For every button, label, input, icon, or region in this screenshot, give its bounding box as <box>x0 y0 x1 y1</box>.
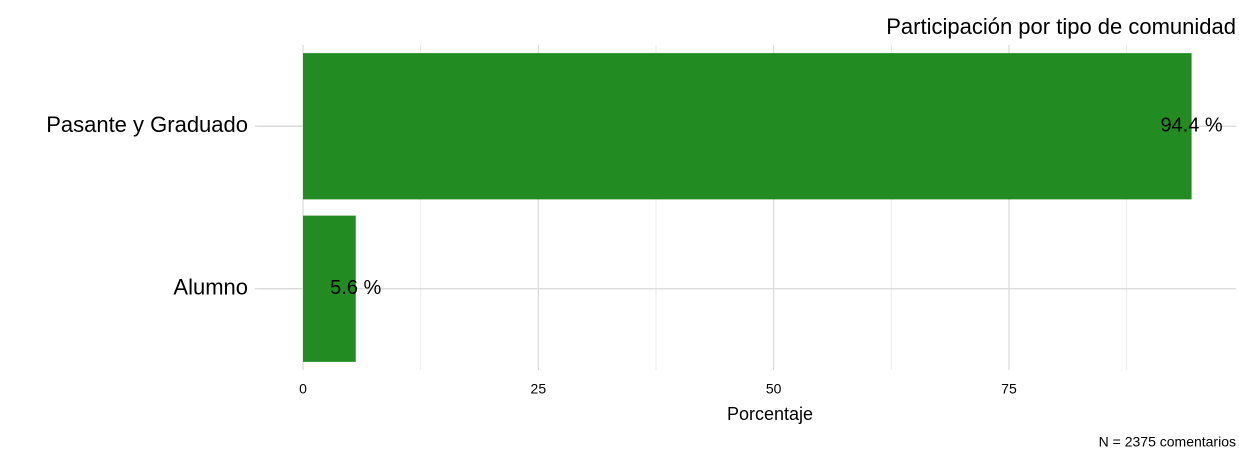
y-tick-label: Alumno <box>173 275 248 300</box>
bar <box>303 53 1192 200</box>
y-tick-label: Pasante y Graduado <box>46 112 248 137</box>
x-tick-label: 75 <box>1001 381 1017 397</box>
x-tick-label: 0 <box>299 381 307 397</box>
value-label: 5.6 % <box>330 277 381 299</box>
bar <box>303 215 356 362</box>
x-tick-label: 50 <box>766 381 782 397</box>
caption: N = 2375 comentarios <box>1099 434 1236 450</box>
x-axis-label: Porcentaje <box>727 404 813 424</box>
chart-title: Participación por tipo de comunidad <box>886 14 1236 39</box>
x-tick-label: 25 <box>531 381 547 397</box>
value-label: 94.4 % <box>1160 115 1222 137</box>
